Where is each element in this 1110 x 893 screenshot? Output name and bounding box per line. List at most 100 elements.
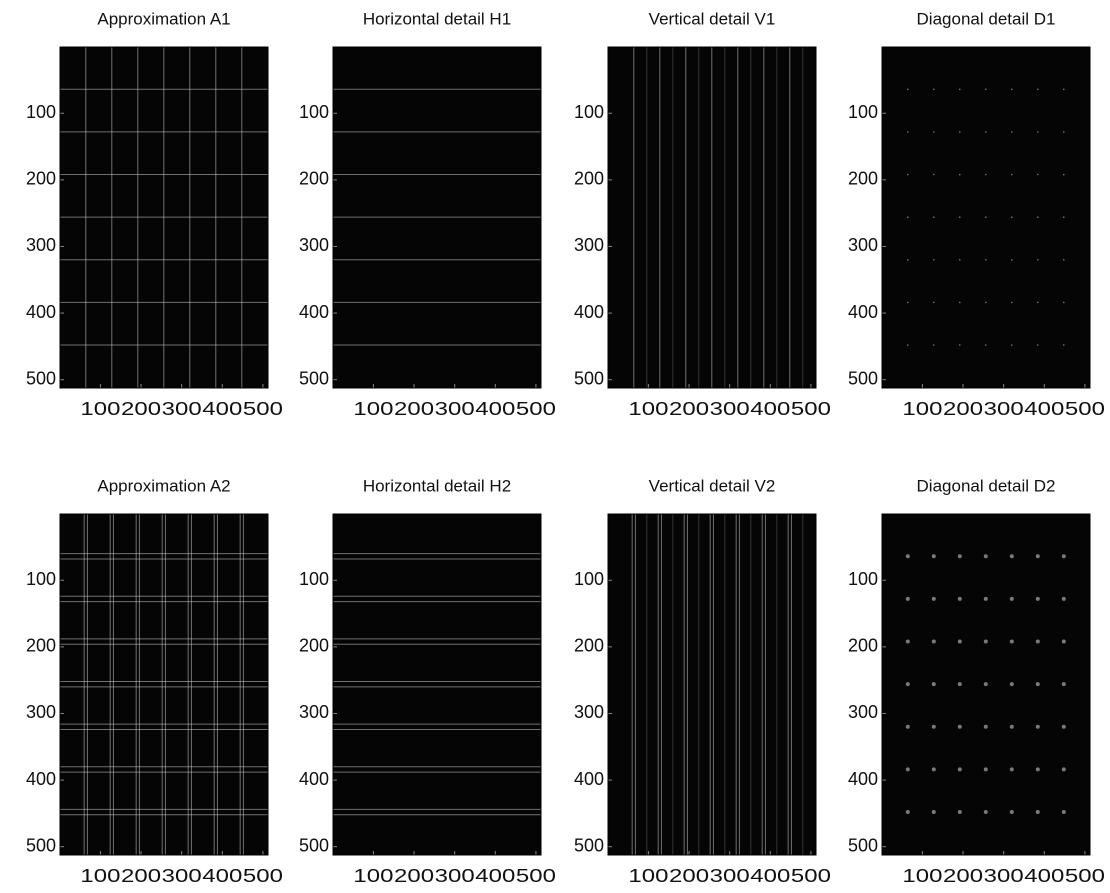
texture-dot bbox=[983, 724, 988, 729]
texture-dot bbox=[1062, 344, 1065, 346]
y-tick-label: 300 bbox=[848, 235, 878, 255]
y-tick-label: 300 bbox=[574, 702, 604, 722]
texture-dot bbox=[932, 301, 935, 304]
texture-dot bbox=[931, 767, 936, 772]
texture-dot bbox=[958, 173, 961, 176]
texture-dot bbox=[1009, 724, 1014, 729]
texture-dot bbox=[931, 596, 936, 601]
y-tick-label: 100 bbox=[848, 569, 878, 589]
texture-dot bbox=[1009, 596, 1014, 601]
x-tick-label: 300 bbox=[984, 866, 1024, 886]
x-tick-label: 200 bbox=[121, 866, 161, 886]
x-tick-label: 400 bbox=[1024, 866, 1064, 886]
axes-frame bbox=[607, 513, 817, 856]
x-tick-label: 200 bbox=[394, 866, 434, 886]
x-tick-label: 300 bbox=[435, 399, 475, 419]
subplot-title: Horizontal detail H1 bbox=[363, 9, 511, 28]
texture-dot bbox=[1010, 301, 1013, 304]
texture-dot bbox=[957, 767, 962, 772]
texture-dot bbox=[1061, 767, 1066, 772]
x-tick-label: 100 bbox=[80, 399, 120, 419]
y-tick-label: 400 bbox=[299, 769, 329, 789]
subplot-title: Vertical detail V2 bbox=[649, 476, 776, 495]
texture-dot bbox=[1009, 554, 1014, 559]
x-tick-label: 100 bbox=[628, 399, 668, 419]
texture-dot bbox=[1061, 596, 1066, 601]
x-tick-label: 200 bbox=[669, 866, 709, 886]
image-texture bbox=[333, 88, 541, 346]
x-tick-label: 500 bbox=[791, 866, 831, 886]
y-tick-label: 500 bbox=[26, 368, 56, 388]
texture-dot bbox=[932, 88, 935, 91]
axes-frame bbox=[332, 513, 542, 856]
y-tick-label: 100 bbox=[848, 102, 878, 122]
texture-dot bbox=[958, 258, 961, 261]
texture-dot bbox=[905, 682, 910, 687]
texture-dot bbox=[1062, 258, 1065, 261]
y-tick-label: 500 bbox=[848, 835, 878, 855]
texture-dot bbox=[1009, 682, 1014, 687]
x-tick-label: 100 bbox=[80, 866, 120, 886]
texture-dot bbox=[984, 301, 987, 304]
axes-frame bbox=[607, 46, 817, 389]
texture-dot bbox=[1036, 301, 1039, 304]
x-tick-label: 400 bbox=[1024, 399, 1064, 419]
x-tick-label: 500 bbox=[791, 399, 831, 419]
x-tick-label: 500 bbox=[1065, 866, 1105, 886]
x-tick-label: 300 bbox=[710, 866, 750, 886]
y-tick-label: 500 bbox=[848, 368, 878, 388]
y-tick-label: 500 bbox=[299, 835, 329, 855]
image-texture bbox=[60, 514, 268, 855]
texture-dot bbox=[905, 596, 910, 601]
image-texture bbox=[631, 514, 804, 855]
x-tick-label: 400 bbox=[202, 866, 242, 886]
x-tick-label: 200 bbox=[943, 399, 983, 419]
texture-dot bbox=[1062, 131, 1065, 133]
texture-dot bbox=[1010, 258, 1013, 261]
image-texture bbox=[633, 47, 804, 388]
subplot-title: Diagonal detail D1 bbox=[917, 9, 1056, 28]
texture-dot bbox=[1010, 344, 1013, 346]
texture-dot bbox=[1009, 810, 1014, 815]
y-tick-label: 200 bbox=[299, 169, 329, 189]
x-tick-label: 400 bbox=[475, 866, 515, 886]
texture-dot bbox=[932, 173, 935, 176]
texture-dot bbox=[958, 301, 961, 304]
image bbox=[60, 514, 268, 855]
y-tick-label: 400 bbox=[26, 769, 56, 789]
y-tick-label: 400 bbox=[574, 769, 604, 789]
texture-dot bbox=[1061, 639, 1066, 644]
axes-frame bbox=[881, 46, 1091, 389]
x-tick-label: 500 bbox=[516, 399, 556, 419]
x-tick-label: 500 bbox=[516, 866, 556, 886]
x-tick-label: 100 bbox=[902, 866, 942, 886]
image-texture bbox=[60, 47, 268, 388]
x-tick-label: 300 bbox=[162, 866, 202, 886]
texture-dot bbox=[1010, 173, 1013, 176]
texture-dot bbox=[1009, 639, 1014, 644]
y-tick-label: 200 bbox=[574, 636, 604, 656]
texture-dot bbox=[1035, 596, 1040, 601]
x-tick-label: 100 bbox=[353, 866, 393, 886]
x-tick-label: 500 bbox=[1065, 399, 1105, 419]
image bbox=[608, 514, 816, 855]
texture-dot bbox=[984, 88, 987, 91]
x-tick-label: 100 bbox=[353, 399, 393, 419]
image-texture bbox=[906, 88, 1065, 346]
axes-frame bbox=[332, 46, 542, 389]
texture-dot bbox=[932, 216, 935, 218]
texture-dot bbox=[906, 173, 909, 176]
y-tick-label: 500 bbox=[26, 835, 56, 855]
y-tick-label: 200 bbox=[299, 636, 329, 656]
x-tick-label: 200 bbox=[394, 399, 434, 419]
texture-dot bbox=[1061, 810, 1066, 815]
texture-dot bbox=[984, 344, 987, 346]
texture-dot bbox=[1062, 216, 1065, 218]
subplot-title: Approximation A2 bbox=[97, 476, 230, 495]
